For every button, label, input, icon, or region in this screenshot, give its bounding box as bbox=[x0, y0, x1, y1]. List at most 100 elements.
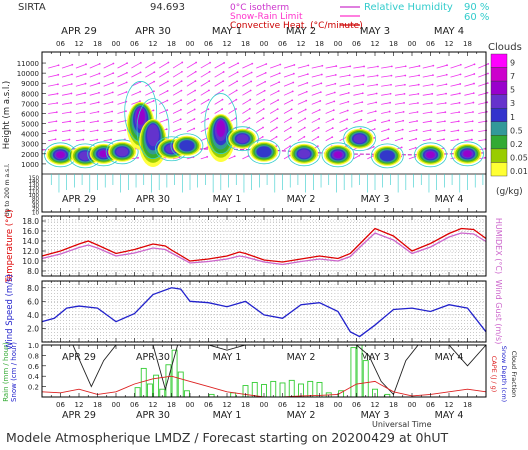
hour-label: 06 bbox=[204, 40, 213, 48]
wind-arrow bbox=[103, 72, 114, 78]
wind-arrow bbox=[311, 74, 322, 78]
wind-arrow bbox=[353, 119, 362, 123]
y-tick-label: 8000 bbox=[21, 90, 39, 98]
wind-arrow bbox=[158, 62, 169, 69]
wind-arrow bbox=[103, 111, 113, 114]
hour-label: 12 bbox=[445, 40, 454, 48]
day-label: MAY 4 bbox=[435, 410, 464, 421]
day-label: MAY 4 bbox=[435, 352, 464, 363]
wind-arrow bbox=[75, 102, 85, 105]
wind-arrow bbox=[339, 74, 350, 78]
wind-arrow bbox=[283, 118, 292, 123]
wind-arrow bbox=[436, 102, 446, 105]
wind-arrow bbox=[408, 156, 416, 160]
wind-arrow bbox=[367, 119, 376, 123]
wind-arrow bbox=[89, 82, 100, 87]
wind-arrow bbox=[61, 93, 72, 96]
day-label: APR 30 bbox=[136, 194, 170, 205]
wind-arrow bbox=[89, 130, 98, 133]
day-label: APR 29 bbox=[62, 410, 96, 421]
wind-arrow bbox=[103, 101, 113, 105]
rh-contour bbox=[204, 93, 238, 154]
wind-arrow bbox=[186, 99, 196, 105]
station-name: SIRTA bbox=[18, 2, 46, 13]
hour-label: 06 bbox=[56, 401, 65, 409]
y-tick-low-label: 80 bbox=[32, 197, 39, 203]
wind-arrow bbox=[186, 62, 197, 69]
hour-label: 18 bbox=[241, 40, 250, 48]
y-tick-low-label: 60 bbox=[32, 200, 39, 206]
rh-contour bbox=[321, 142, 355, 168]
day-label: MAY 4 bbox=[435, 194, 464, 205]
wind-arrow bbox=[214, 108, 223, 114]
day-label: MAY 2 bbox=[287, 194, 316, 205]
day-label: MAY 2 bbox=[286, 26, 316, 37]
wind-arrow bbox=[89, 139, 98, 142]
colorbar-level: 0.05 bbox=[510, 153, 528, 162]
series-line bbox=[41, 232, 487, 266]
wind-arrow bbox=[48, 138, 56, 142]
cloud-fraction-line bbox=[42, 344, 487, 396]
wind-arrow bbox=[283, 136, 291, 142]
y-tick-label: 5000 bbox=[21, 121, 39, 129]
wind-arrow bbox=[103, 120, 112, 123]
wind-arrow bbox=[158, 81, 169, 87]
wind-arrow bbox=[145, 100, 154, 105]
wind-arrow bbox=[89, 73, 100, 78]
wind-arrow bbox=[48, 83, 59, 87]
wind-arrow bbox=[478, 63, 489, 69]
wind-arrow bbox=[353, 101, 363, 105]
wind-arrow bbox=[89, 101, 99, 105]
hour-label: 06 bbox=[352, 401, 361, 409]
wind-arrow bbox=[103, 92, 113, 96]
hour-label: 06 bbox=[278, 401, 287, 409]
hour-label: 12 bbox=[371, 40, 380, 48]
wind-arrow bbox=[297, 73, 308, 78]
axis-title: Wind Speed (m/s) bbox=[5, 274, 15, 350]
wind-arrow bbox=[48, 129, 57, 133]
wind-arrow bbox=[242, 155, 249, 160]
legend-label: Snow-Rain Limit bbox=[230, 12, 303, 22]
colorbar-unit: (g/kg) bbox=[496, 187, 523, 197]
wind-arrow bbox=[478, 111, 487, 114]
cloud-blob bbox=[298, 149, 311, 159]
rh-contour bbox=[170, 133, 204, 159]
colorbar-swatch bbox=[490, 148, 508, 163]
colorbar-swatch bbox=[490, 94, 508, 109]
wind-arrow bbox=[381, 93, 391, 96]
y-tick-label: 12.0 bbox=[22, 247, 39, 256]
wind-arrow bbox=[381, 102, 391, 105]
y-tick-label: 4000 bbox=[21, 131, 39, 139]
wind-arrow bbox=[436, 111, 446, 114]
cloud-blob bbox=[256, 146, 272, 158]
wind-arrow bbox=[464, 102, 474, 105]
x-axis-title: Universal Time bbox=[372, 420, 432, 429]
wind-arrow bbox=[353, 92, 363, 96]
y-tick-label: 2.0 bbox=[27, 324, 39, 333]
hour-label: 06 bbox=[204, 401, 213, 409]
wind-arrow bbox=[381, 120, 390, 123]
rain-bar bbox=[183, 390, 190, 398]
wind-arrow bbox=[200, 71, 210, 78]
wind-arrow bbox=[311, 127, 319, 132]
axis-title-right: Cloud Fraction bbox=[510, 351, 518, 398]
wind-arrow bbox=[61, 130, 70, 133]
rh-contour bbox=[414, 142, 447, 168]
y-tick-label: 6000 bbox=[21, 110, 39, 118]
y-tick-label: 8.0 bbox=[27, 267, 39, 276]
y-tick-label: 8.0 bbox=[27, 284, 39, 293]
wind-arrow bbox=[325, 109, 334, 114]
wind-arrow bbox=[200, 99, 209, 105]
wind-arrow bbox=[311, 82, 322, 87]
wind-arrow bbox=[131, 91, 141, 96]
y-tick-label: 11000 bbox=[17, 60, 39, 68]
wind-arrow bbox=[394, 138, 403, 142]
cloud-blob bbox=[216, 120, 226, 138]
wind-arrow bbox=[478, 139, 486, 142]
y-tick-label: 0.4 bbox=[28, 373, 40, 381]
wind-arrow bbox=[117, 120, 126, 123]
wind-arrow bbox=[325, 74, 336, 78]
hour-label: 18 bbox=[389, 401, 398, 409]
wind-arrow bbox=[339, 101, 349, 105]
